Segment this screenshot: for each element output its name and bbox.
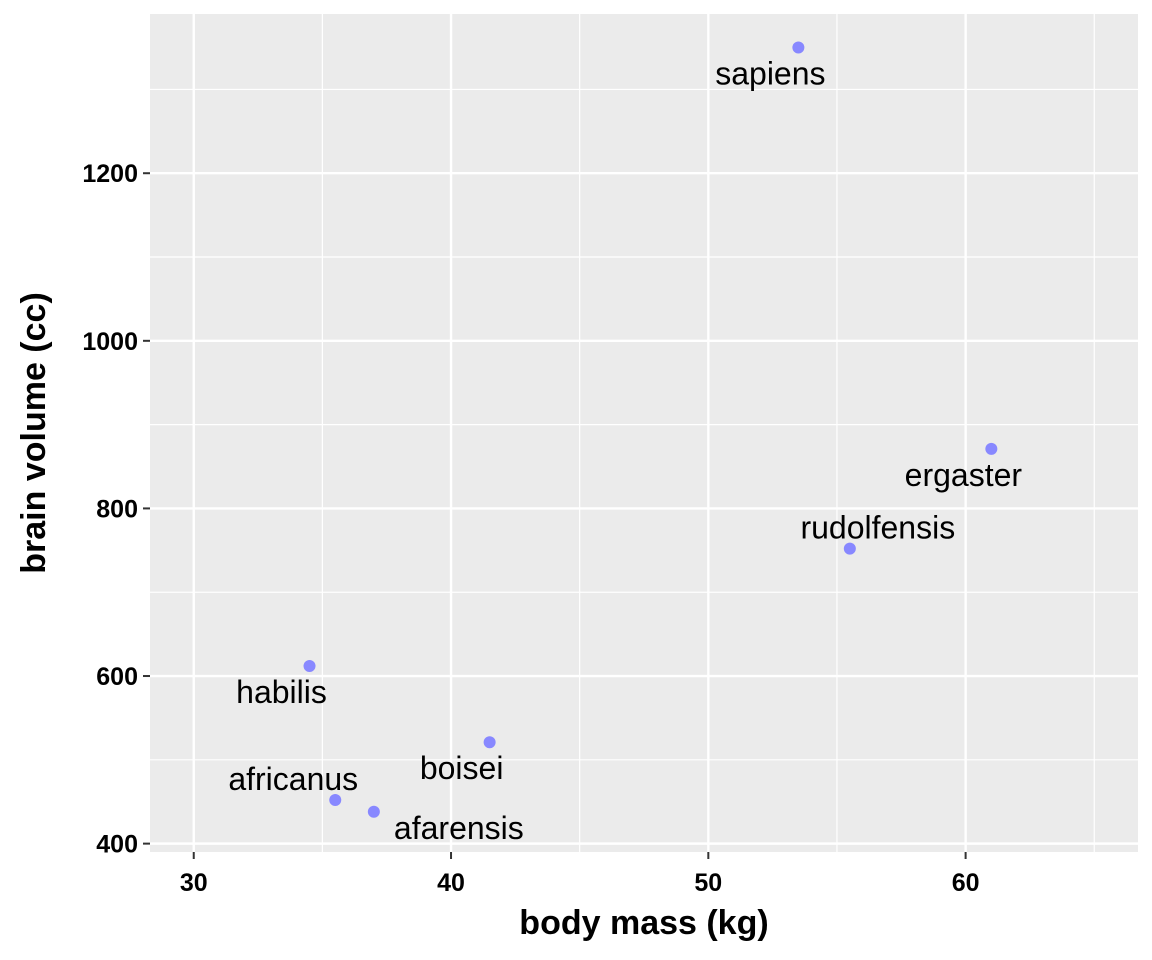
y-tick-label: 1000 bbox=[82, 328, 138, 356]
point-label-rudolfensis: rudolfensis bbox=[800, 510, 955, 546]
y-tick-label: 800 bbox=[96, 495, 138, 523]
data-point-sapiens bbox=[792, 41, 805, 54]
data-point-afarensis bbox=[367, 805, 380, 818]
x-axis-ticks: 30 40 50 60 bbox=[180, 852, 980, 897]
data-points bbox=[303, 41, 998, 818]
major-gridlines bbox=[150, 14, 1138, 852]
data-point-rudolfensis bbox=[843, 542, 856, 555]
minor-gridlines bbox=[150, 14, 1138, 852]
data-point-habilis bbox=[303, 659, 316, 672]
x-tick-label: 50 bbox=[694, 869, 722, 897]
x-axis-title: body mass (kg) bbox=[519, 904, 768, 942]
point-label-sapiens: sapiens bbox=[715, 56, 825, 92]
data-point-africanus bbox=[329, 794, 342, 807]
y-axis-title: brain volume (cc) bbox=[15, 292, 53, 574]
y-tick-label: 600 bbox=[96, 663, 138, 691]
point-label-boisei: boisei bbox=[420, 750, 504, 786]
point-label-afarensis: afarensis bbox=[394, 810, 524, 846]
x-tick-label: 30 bbox=[180, 869, 208, 897]
point-labels: afarensis africanus habilis boisei rudolfens… bbox=[228, 56, 1022, 846]
point-label-africanus: africanus bbox=[228, 761, 358, 797]
y-axis-ticks: 400 600 800 1000 1200 bbox=[82, 160, 150, 859]
point-label-habilis: habilis bbox=[236, 674, 327, 710]
data-point-boisei bbox=[483, 736, 496, 749]
x-tick-label: 60 bbox=[952, 869, 980, 897]
y-tick-label: 400 bbox=[96, 831, 138, 859]
x-tick-label: 40 bbox=[437, 869, 465, 897]
y-tick-label: 1200 bbox=[82, 160, 138, 188]
data-point-ergaster bbox=[985, 442, 998, 455]
plot-panel bbox=[150, 14, 1138, 852]
point-label-ergaster: ergaster bbox=[905, 457, 1023, 493]
